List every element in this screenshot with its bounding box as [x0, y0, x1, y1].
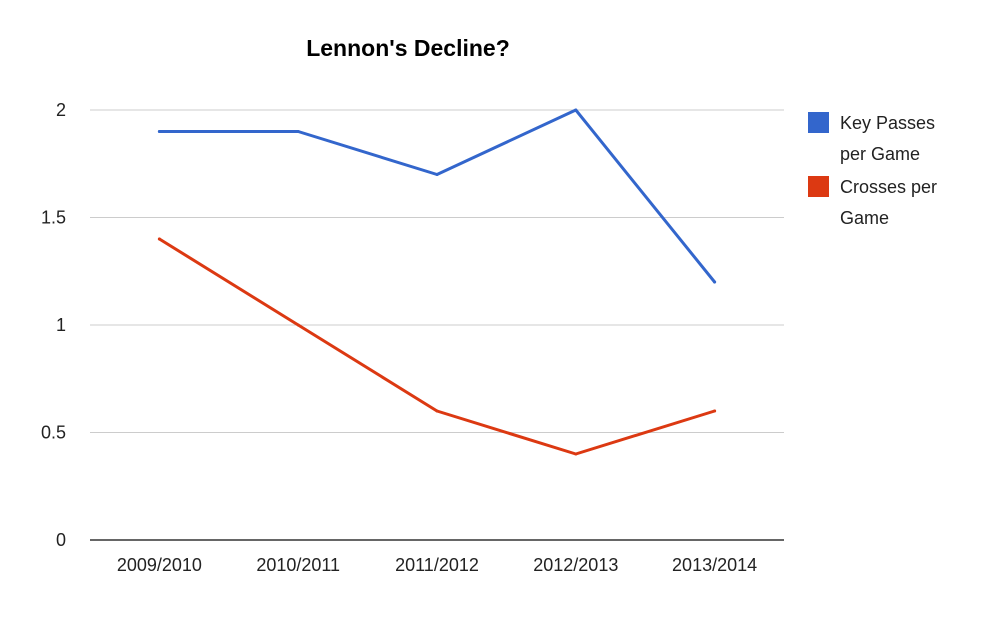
y-tick-label: 2: [56, 100, 66, 120]
data-point: [296, 130, 300, 133]
series-lines: [157, 108, 717, 456]
legend-label: Key Passes per Game: [840, 113, 935, 164]
legend-swatch: [808, 176, 829, 197]
y-axis-tick-labels: 0 0.5 1 1.5 2: [41, 100, 66, 550]
data-point: [157, 130, 161, 133]
data-point: [435, 173, 439, 176]
data-point: [574, 108, 578, 112]
gridlines: [90, 109, 784, 433]
y-tick-label: 0.5: [41, 423, 66, 443]
legend-label: Crosses per Game: [840, 177, 937, 228]
series-line: [157, 108, 717, 284]
x-tick-label: 2011/2012: [395, 555, 479, 575]
y-tick-label: 1.5: [41, 208, 66, 228]
y-tick-label: 1: [56, 315, 66, 335]
data-point: [574, 452, 578, 456]
x-tick-label: 2009/2010: [117, 555, 202, 575]
data-point: [296, 323, 300, 327]
x-tick-label: 2013/2014: [672, 555, 757, 575]
data-point: [435, 409, 439, 413]
chart-title: Lennon's Decline?: [306, 35, 510, 61]
x-axis-tick-labels: 2009/2010 2010/2011 2011/2012 2012/2013 2013…: [117, 555, 757, 575]
x-tick-label: 2010/2011: [256, 555, 340, 575]
data-point: [713, 409, 717, 413]
legend-swatch: [808, 112, 829, 133]
x-tick-label: 2012/2013: [533, 555, 618, 575]
data-point: [713, 280, 717, 284]
series-line: [157, 237, 717, 456]
y-tick-label: 0: [56, 530, 66, 550]
legend: Key Passes per Game Crosses per Game: [808, 112, 937, 228]
data-point: [157, 237, 161, 241]
